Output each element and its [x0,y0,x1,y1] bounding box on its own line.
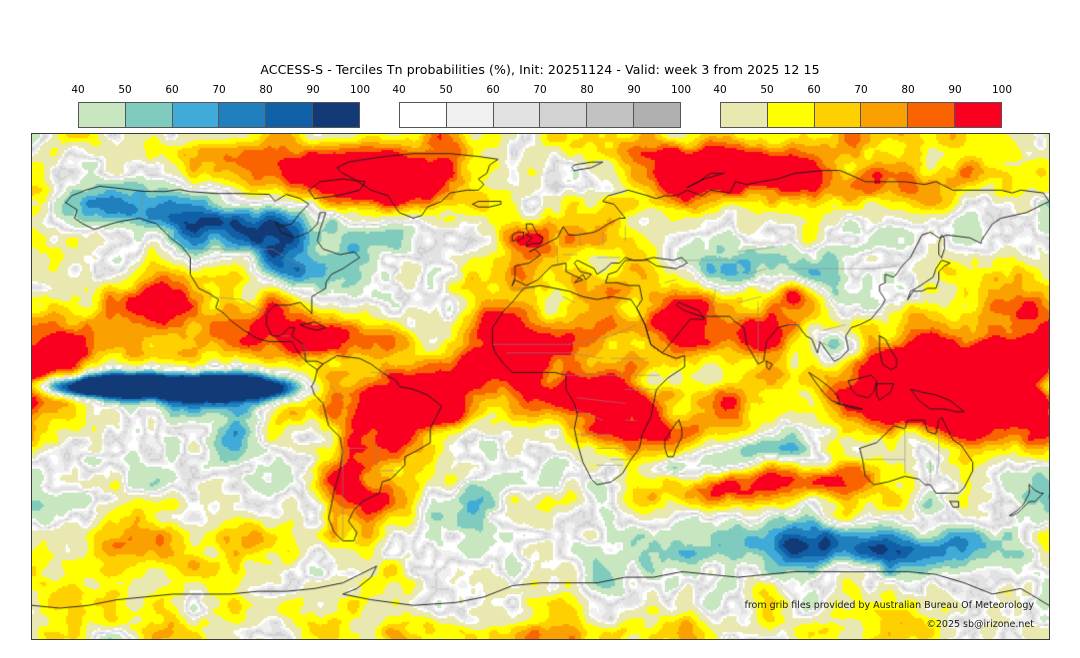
colorbar-tick-below-normal-80: 80 [259,84,273,96]
colorbar-above-normal-ticks: 40 50 60 70 80 90 100 [713,84,1012,99]
colorbar-near-normal-ticks: 40 50 60 70 80 90 100 [392,84,691,99]
colorbar-swatch-above-normal-0 [721,103,768,127]
colorbar-tick-near-normal-70: 70 [533,84,547,96]
colorbar-tick-below-normal-100: 100 [349,84,371,96]
colorbar-below-normal: 40 50 60 70 80 90 100 [71,84,370,132]
colorbar-below-normal-ticks: 40 50 60 70 80 90 100 [71,84,370,99]
colorbar-tick-near-normal-90: 90 [627,84,641,96]
colorbar-swatch-below-normal-2 [172,103,220,127]
credit-source: from grib files provided by Australian B… [744,600,1034,611]
colorbar-above-normal: 40 50 60 70 80 90 100 [713,84,1012,132]
colorbar-tick-below-normal-90: 90 [306,84,320,96]
colorbar-tick-above-normal-50: 50 [760,84,774,96]
map-panel[interactable]: from grib files provided by Australian B… [31,133,1050,640]
colorbar-near-normal-swatches [399,102,681,128]
probability-heatmap [32,134,1049,639]
colorbar-tick-above-normal-90: 90 [948,84,962,96]
colorbar-below-normal-swatches [78,102,360,128]
colorbar-swatch-near-normal-0 [400,103,447,127]
colorbar-tick-below-normal-40: 40 [71,84,85,96]
colorbar-tick-near-normal-60: 60 [486,84,500,96]
colorbar-swatch-below-normal-1 [125,103,173,127]
colorbar-swatch-above-normal-1 [767,103,815,127]
colorbar-swatch-above-normal-3 [861,103,909,127]
colorbar-tick-below-normal-50: 50 [118,84,132,96]
colorbar-swatch-near-normal-5 [634,103,680,127]
colorbar-swatch-above-normal-5 [955,103,1001,127]
colorbar-swatch-above-normal-4 [908,103,956,127]
colorbar-swatch-above-normal-2 [814,103,862,127]
colorbar-tick-above-normal-80: 80 [901,84,915,96]
colorbar-swatch-below-normal-5 [313,103,359,127]
colorbar-swatch-below-normal-0 [79,103,126,127]
colorbar-tick-below-normal-60: 60 [165,84,179,96]
credit-copyright: ©2025 sb@irizone.net [926,619,1034,630]
colorbar-swatch-near-normal-1 [446,103,494,127]
colorbar-tick-above-normal-70: 70 [854,84,868,96]
colorbar-tick-near-normal-100: 100 [670,84,692,96]
colorbar-tick-above-normal-60: 60 [807,84,821,96]
colorbar-tick-below-normal-70: 70 [212,84,226,96]
colorbar-swatch-near-normal-2 [493,103,541,127]
chart-title: ACCESS-S - Terciles Tn probabilities (%)… [260,62,820,77]
colorbar-tick-near-normal-80: 80 [580,84,594,96]
colorbar-swatch-near-normal-4 [587,103,635,127]
colorbar-swatch-near-normal-3 [540,103,588,127]
colorbar-tick-near-normal-40: 40 [392,84,406,96]
colorbar-tick-above-normal-100: 100 [991,84,1013,96]
colorbar-above-normal-swatches [720,102,1002,128]
colorbar-near-normal: 40 50 60 70 80 90 100 [392,84,691,132]
colorbar-swatch-below-normal-4 [266,103,314,127]
colorbar-tick-near-normal-50: 50 [439,84,453,96]
colorbar-tick-above-normal-40: 40 [713,84,727,96]
colorbar-swatch-below-normal-3 [219,103,267,127]
